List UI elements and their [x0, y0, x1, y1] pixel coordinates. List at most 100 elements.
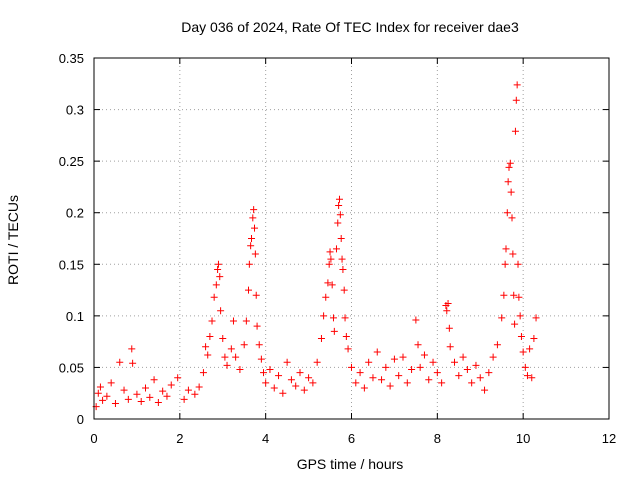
data-point [342, 332, 350, 340]
data-point [414, 341, 422, 349]
data-point [322, 293, 330, 301]
data-point [251, 224, 259, 232]
data-point [446, 343, 454, 351]
y-tick-label: 0.25 [59, 154, 84, 169]
data-point [107, 379, 115, 387]
x-tick-label: 0 [90, 431, 97, 446]
data-point [180, 395, 188, 403]
data-point [204, 351, 212, 359]
data-point [340, 286, 348, 294]
data-point [154, 398, 162, 406]
data-point [512, 96, 520, 104]
data-point [493, 341, 501, 349]
x-tick-label: 2 [176, 431, 183, 446]
data-point [221, 353, 229, 361]
data-point [99, 396, 107, 404]
y-tick-label: 0.15 [59, 257, 84, 272]
data-point [336, 211, 344, 219]
data-point [129, 359, 137, 367]
data-point [287, 376, 295, 384]
data-point [236, 365, 244, 373]
y-tick-label: 0.3 [66, 103, 84, 118]
data-point [514, 260, 522, 268]
data-point [489, 353, 497, 361]
data-point [245, 260, 253, 268]
data-point [309, 379, 317, 387]
data-point [248, 235, 256, 242]
data-point [111, 400, 119, 408]
data-point [292, 382, 300, 390]
data-point [270, 384, 278, 392]
data-point [275, 372, 283, 380]
x-tick-label: 4 [262, 431, 269, 446]
data-point [184, 386, 192, 394]
data-point [253, 322, 261, 330]
data-point [240, 341, 248, 349]
data-point [526, 345, 534, 353]
data-point [146, 393, 154, 401]
data-point [341, 314, 349, 322]
data-point [503, 209, 511, 217]
data-point [516, 312, 524, 320]
data-point [262, 379, 270, 387]
data-point [250, 206, 258, 214]
data-point [326, 248, 334, 256]
data-point [174, 374, 182, 382]
data-point [103, 392, 111, 400]
data-point [338, 255, 346, 263]
data-point [334, 219, 342, 227]
data-point [506, 159, 514, 167]
data-point [523, 372, 531, 380]
data-point [202, 343, 210, 351]
data-point [517, 332, 525, 340]
data-point [360, 384, 368, 392]
data-point [137, 397, 145, 405]
data-point [242, 317, 250, 325]
data-point [283, 358, 291, 366]
data-point [416, 363, 424, 371]
data-point [403, 379, 411, 387]
data-point [507, 188, 515, 196]
data-point [124, 395, 132, 403]
data-point [133, 390, 141, 398]
data-point [260, 369, 268, 377]
data-point [219, 335, 227, 343]
data-points [92, 81, 540, 411]
data-point [443, 307, 451, 315]
data-point [116, 358, 124, 366]
data-point [511, 320, 519, 328]
data-point [369, 374, 377, 382]
data-point [324, 279, 332, 287]
data-point [329, 314, 337, 322]
data-point [365, 358, 373, 366]
data-point [300, 386, 308, 394]
data-point [249, 214, 257, 222]
data-point [229, 317, 237, 325]
data-point [251, 250, 259, 258]
y-tick-label: 0.05 [59, 360, 84, 375]
data-point [356, 369, 364, 377]
data-point [386, 382, 394, 390]
data-point [420, 351, 428, 359]
data-point [159, 387, 167, 395]
data-point [528, 374, 536, 382]
data-point [255, 341, 263, 349]
data-point [513, 81, 521, 89]
x-tick-label: 6 [348, 431, 355, 446]
data-point [245, 286, 252, 294]
data-point [208, 317, 216, 325]
data-point [335, 201, 343, 209]
data-point [337, 235, 345, 242]
data-point [451, 358, 458, 366]
data-point [305, 374, 313, 382]
data-point [459, 353, 467, 361]
data-point [327, 255, 335, 263]
data-point [468, 379, 476, 387]
data-point [313, 358, 321, 366]
x-tick-label: 10 [516, 431, 530, 446]
data-point [352, 379, 360, 387]
axis-ticks: 0 2 4 6 8 10 12 0 0.05 0.1 0.15 0.2 0.25 0.3 0.35 [59, 51, 617, 446]
data-point [500, 291, 508, 299]
data-point [214, 260, 222, 268]
